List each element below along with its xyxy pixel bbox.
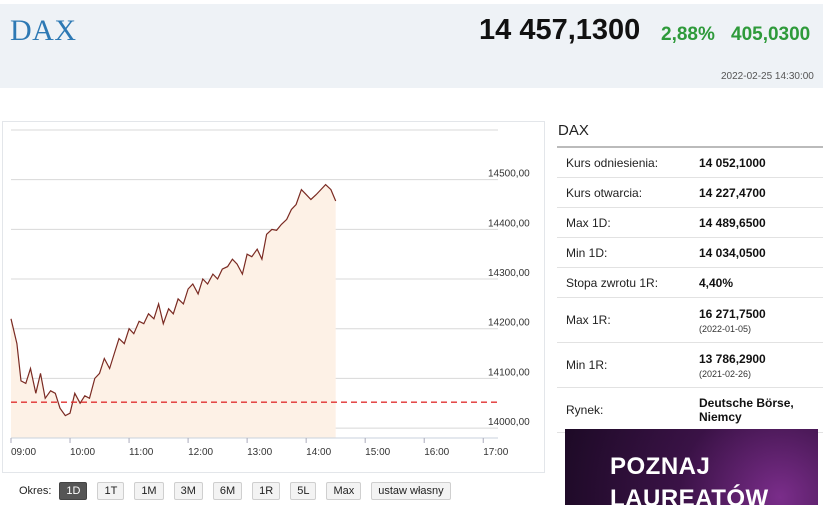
price-area — [11, 184, 336, 438]
stat-value-date: (2021-02-26) — [699, 368, 752, 379]
period-label: Okres: — [19, 485, 52, 497]
stat-label: Stopa zwrotu 1R: — [566, 275, 659, 290]
quote-header: DAX 14 457,1300 2,88% 405,0300 2022-02-2… — [0, 4, 823, 88]
y-tick-label: 14000,00 — [488, 417, 530, 428]
stat-row-min-1d: Min 1D: 14 034,0500 — [557, 238, 823, 268]
stat-row-reference: Kurs odniesienia: 14 052,1000 — [557, 148, 823, 178]
stat-label: Min 1R: — [566, 358, 608, 372]
intraday-chart[interactable]: 14000,00 14100,00 14200,00 14300,00 14400,00… — [2, 121, 545, 473]
stat-value-main: 16 271,7500 — [699, 306, 766, 321]
x-tick-label: 16:00 — [424, 447, 449, 458]
x-tick-label: 14:00 — [306, 447, 331, 458]
stats-title: DAX — [558, 122, 589, 139]
stat-row-max-1d: Max 1D: 14 489,6500 — [557, 208, 823, 238]
index-name: DAX — [10, 14, 77, 47]
period-button-6m[interactable]: 6M — [212, 482, 243, 500]
period-button-3m[interactable]: 3M — [173, 482, 203, 500]
y-tick-label: 14400,00 — [488, 218, 530, 229]
stats-table: Kurs odniesienia: 14 052,1000 Kurs otwar… — [557, 146, 823, 433]
stat-value: 14 034,0500 — [699, 245, 766, 260]
change-absolute: 405,0300 — [731, 24, 811, 45]
quote-timestamp: 2022-02-25 14:30:00 — [721, 71, 814, 82]
period-button-1r[interactable]: 1R — [252, 482, 281, 500]
x-tick-label: 09:00 — [11, 447, 36, 458]
stat-row-min-1r: Min 1R: 13 786,2900 (2021-02-26) — [557, 343, 823, 388]
stat-value: 14 052,1000 — [699, 155, 766, 170]
y-tick-label: 14500,00 — [488, 169, 530, 180]
period-button-custom[interactable]: ustaw własny — [371, 482, 451, 500]
period-button-max[interactable]: Max — [326, 482, 362, 500]
stat-label: Min 1D: — [566, 245, 608, 260]
stat-row-max-1r: Max 1R: 16 271,7500 (2022-01-05) — [557, 298, 823, 343]
change-percent: 2,88% — [661, 24, 715, 45]
stat-label: Max 1D: — [566, 215, 611, 230]
price-line — [10, 183, 337, 417]
stat-row-open: Kurs otwarcia: 14 227,4700 — [557, 178, 823, 208]
current-price: 14 457,1300 — [479, 14, 641, 46]
period-button-5l[interactable]: 5L — [290, 482, 317, 500]
stat-value: 13 786,2900 (2021-02-26) — [699, 352, 823, 379]
stat-value: 4,40% — [699, 275, 734, 290]
stat-label: Kurs odniesienia: — [566, 155, 659, 170]
stat-value-date: (2022-01-05) — [699, 323, 752, 334]
y-tick-label: 14300,00 — [488, 268, 530, 279]
period-button-1d[interactable]: 1D — [59, 482, 88, 500]
ad-headline-1: POZNAJ — [610, 453, 711, 480]
stat-value: Deutsche Börse, Niemcy — [699, 396, 794, 424]
x-tick-label: 13:00 — [247, 447, 272, 458]
y-tick-label: 14200,00 — [488, 318, 530, 329]
x-tick-label: 12:00 — [188, 447, 213, 458]
x-tick-label: 17:00 — [483, 447, 508, 458]
stat-label: Kurs otwarcia: — [566, 185, 643, 200]
period-button-1t[interactable]: 1T — [97, 482, 125, 500]
x-tick-label: 15:00 — [365, 447, 390, 458]
advertisement-banner[interactable]: POZNAJ LAUREATÓW — [565, 429, 818, 505]
stat-row-market: Rynek: Deutsche Börse, Niemcy — [557, 388, 823, 433]
stat-label: Rynek: — [566, 403, 604, 417]
x-tick-label: 10:00 — [70, 447, 95, 458]
x-tick-label: 11:00 — [129, 447, 154, 458]
ad-headline-2: LAUREATÓW — [610, 485, 769, 505]
stat-value: 14 227,4700 — [699, 185, 766, 200]
period-button-1m[interactable]: 1M — [134, 482, 164, 500]
stat-value-main: 13 786,2900 — [699, 351, 766, 366]
chart-svg[interactable]: 14000,00 14100,00 14200,00 14300,00 14400,00… — [3, 122, 544, 472]
y-tick-label: 14100,00 — [488, 367, 530, 378]
stat-row-return-1r: Stopa zwrotu 1R: 4,40% — [557, 268, 823, 298]
stat-value: 14 489,6500 — [699, 215, 766, 230]
period-selector: Okres: 1D 1T 1M 3M 6M 1R 5L Max ustaw wł… — [19, 481, 461, 501]
stat-label: Max 1R: — [566, 313, 611, 327]
stat-value: 16 271,7500 (2022-01-05) — [699, 307, 823, 334]
